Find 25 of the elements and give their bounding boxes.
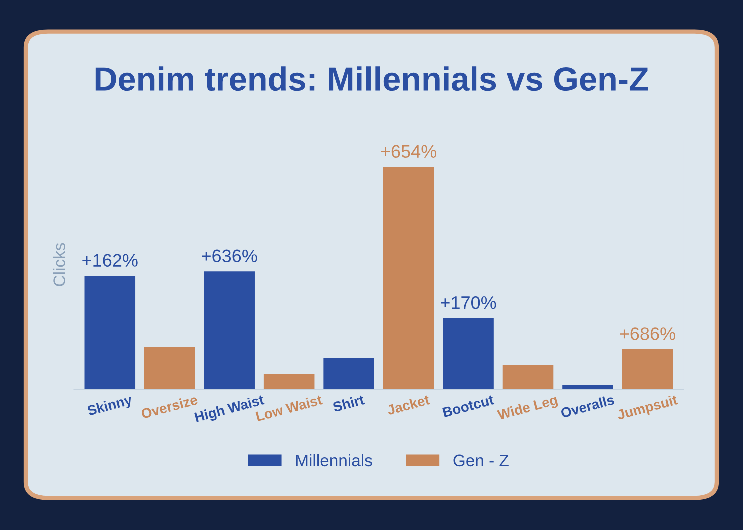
bar — [502, 365, 554, 390]
bar — [324, 358, 374, 390]
legend-label: Gen - Z — [454, 454, 509, 467]
bar — [383, 167, 434, 390]
annotation: +654% — [381, 145, 437, 158]
bar — [84, 276, 136, 390]
bar — [264, 374, 315, 390]
x-tick-label: Shirt — [332, 394, 366, 412]
annotation: +170% — [441, 296, 496, 310]
annotation: +636% — [202, 250, 258, 263]
annotation: +162% — [82, 254, 138, 267]
legend-label: Millennials — [296, 454, 372, 467]
bar — [443, 318, 494, 390]
bar — [622, 350, 674, 390]
y-axis-title: Clicks — [53, 243, 66, 286]
x-tick-label: Bootcut — [442, 394, 495, 418]
bar — [204, 272, 255, 390]
bar — [144, 347, 196, 390]
x-tick-label: Wide Leg — [496, 394, 559, 423]
x-tick-label: Overalls — [560, 394, 615, 418]
chart-title: Denim trends: Millennials vs Gen-Z — [96, 66, 648, 92]
annotation: +686% — [620, 328, 676, 340]
x-tick-label: Jacket — [386, 394, 430, 416]
bar — [562, 385, 614, 390]
x-tick-label: Skinny — [86, 394, 134, 419]
